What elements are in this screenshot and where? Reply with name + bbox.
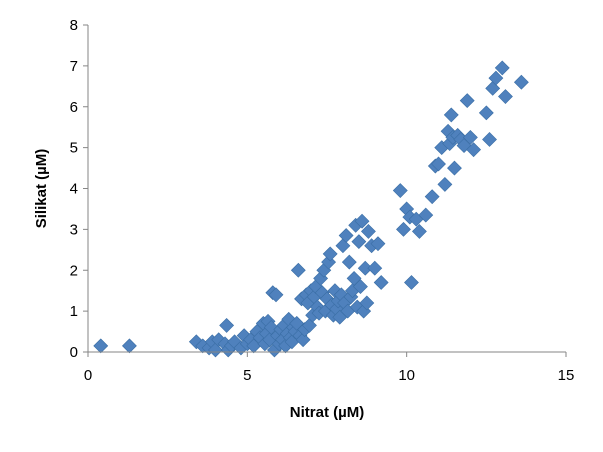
y-tick-label: 3 <box>70 221 78 238</box>
data-point <box>404 275 419 290</box>
data-point <box>354 213 370 229</box>
data-point <box>359 295 375 311</box>
data-point <box>346 271 362 286</box>
y-tick-label: 1 <box>70 303 78 320</box>
data-point <box>437 176 453 192</box>
y-tick-label: 4 <box>70 181 78 198</box>
data-point <box>295 332 311 348</box>
data-point <box>462 129 478 145</box>
data-point <box>341 254 357 270</box>
data-point <box>392 183 408 198</box>
y-tick-label: 5 <box>70 140 78 157</box>
data-point <box>361 223 376 239</box>
x-tick-label: 0 <box>84 367 92 384</box>
data-point <box>219 318 235 333</box>
data-point <box>338 228 354 243</box>
x-tick-label: 5 <box>243 367 251 384</box>
data-point <box>466 142 482 158</box>
x-axis-ticks: 0 5 10 15 <box>84 352 575 384</box>
data-point <box>482 132 497 147</box>
y-axis-title: Silikat (µM) <box>33 149 50 228</box>
y-axis-ticks: 0 1 2 3 4 5 6 7 8 <box>70 17 88 361</box>
data-point <box>513 74 529 90</box>
y-tick-label: 6 <box>70 99 78 116</box>
y-tick-label: 7 <box>70 58 78 75</box>
data-point <box>122 338 137 354</box>
data-point <box>263 320 279 335</box>
data-point <box>370 236 386 252</box>
data-point <box>488 70 504 86</box>
data-point <box>478 105 494 121</box>
y-tick-label: 2 <box>70 262 78 279</box>
data-point <box>93 338 109 354</box>
data-point <box>494 60 510 76</box>
data-point <box>396 221 411 237</box>
data-point <box>447 160 462 176</box>
y-tick-label: 8 <box>70 17 78 34</box>
data-point <box>459 93 475 109</box>
data-point <box>424 189 440 205</box>
data-point <box>322 246 338 262</box>
data-point <box>498 89 513 104</box>
data-points <box>93 60 529 358</box>
x-tick-label: 15 <box>558 367 575 384</box>
x-tick-label: 10 <box>398 367 415 384</box>
data-point <box>351 234 367 250</box>
data-point <box>367 260 383 276</box>
data-point <box>431 156 446 172</box>
data-point <box>411 223 427 239</box>
data-point <box>353 279 368 295</box>
y-tick-label: 0 <box>70 344 78 361</box>
x-axis-title: Nitrat (µM) <box>290 404 364 421</box>
data-point <box>418 207 434 223</box>
data-point <box>443 107 459 123</box>
data-point <box>373 275 389 290</box>
data-point <box>290 262 306 278</box>
data-point <box>268 287 284 303</box>
